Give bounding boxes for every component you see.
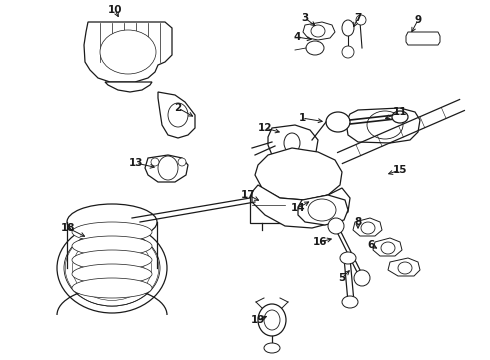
Text: 18: 18 [61,223,75,233]
Text: 1: 1 [298,113,306,123]
Ellipse shape [258,304,286,336]
Polygon shape [252,185,350,228]
Ellipse shape [72,250,152,270]
Ellipse shape [100,30,156,74]
Text: 9: 9 [415,15,421,25]
Text: 16: 16 [313,237,327,247]
Text: 11: 11 [393,107,407,117]
Text: 12: 12 [258,123,272,133]
Polygon shape [105,82,152,92]
Text: 10: 10 [108,5,122,15]
Ellipse shape [57,223,167,313]
Polygon shape [406,32,440,45]
Ellipse shape [326,112,350,132]
Polygon shape [303,22,335,40]
Ellipse shape [151,158,159,166]
Ellipse shape [328,218,344,234]
Ellipse shape [306,41,324,55]
Ellipse shape [342,46,354,58]
Ellipse shape [398,262,412,274]
Text: 15: 15 [393,165,407,175]
Text: 13: 13 [129,158,143,168]
Ellipse shape [356,15,366,25]
Text: 5: 5 [339,273,345,283]
Polygon shape [298,195,348,225]
Ellipse shape [264,310,280,330]
Ellipse shape [361,222,375,234]
Ellipse shape [340,252,356,264]
Text: 7: 7 [354,13,362,23]
Ellipse shape [158,156,178,180]
Polygon shape [84,22,172,82]
Ellipse shape [178,158,186,166]
Ellipse shape [264,343,280,353]
Ellipse shape [308,199,336,221]
Polygon shape [373,238,402,256]
Ellipse shape [367,111,403,139]
Text: 19: 19 [251,315,265,325]
Ellipse shape [311,25,325,37]
Ellipse shape [342,296,358,308]
Ellipse shape [67,204,157,240]
Ellipse shape [168,103,188,127]
Ellipse shape [381,242,395,254]
Polygon shape [346,108,420,143]
Ellipse shape [72,278,152,298]
Text: 6: 6 [368,240,375,250]
Polygon shape [158,92,195,138]
Ellipse shape [354,270,370,286]
Ellipse shape [72,222,152,242]
Polygon shape [255,148,342,200]
Text: 8: 8 [354,217,362,227]
Text: 17: 17 [241,190,255,200]
Ellipse shape [284,133,300,153]
Ellipse shape [342,20,354,36]
Polygon shape [388,258,420,276]
Polygon shape [145,155,188,182]
Polygon shape [268,125,318,162]
Text: 2: 2 [174,103,182,113]
Text: 14: 14 [291,203,305,213]
Polygon shape [353,218,382,236]
Ellipse shape [392,111,408,123]
Ellipse shape [72,236,152,256]
Ellipse shape [72,264,152,284]
FancyBboxPatch shape [250,195,285,223]
Ellipse shape [64,230,160,306]
Text: 3: 3 [301,13,309,23]
Text: 4: 4 [294,32,301,42]
